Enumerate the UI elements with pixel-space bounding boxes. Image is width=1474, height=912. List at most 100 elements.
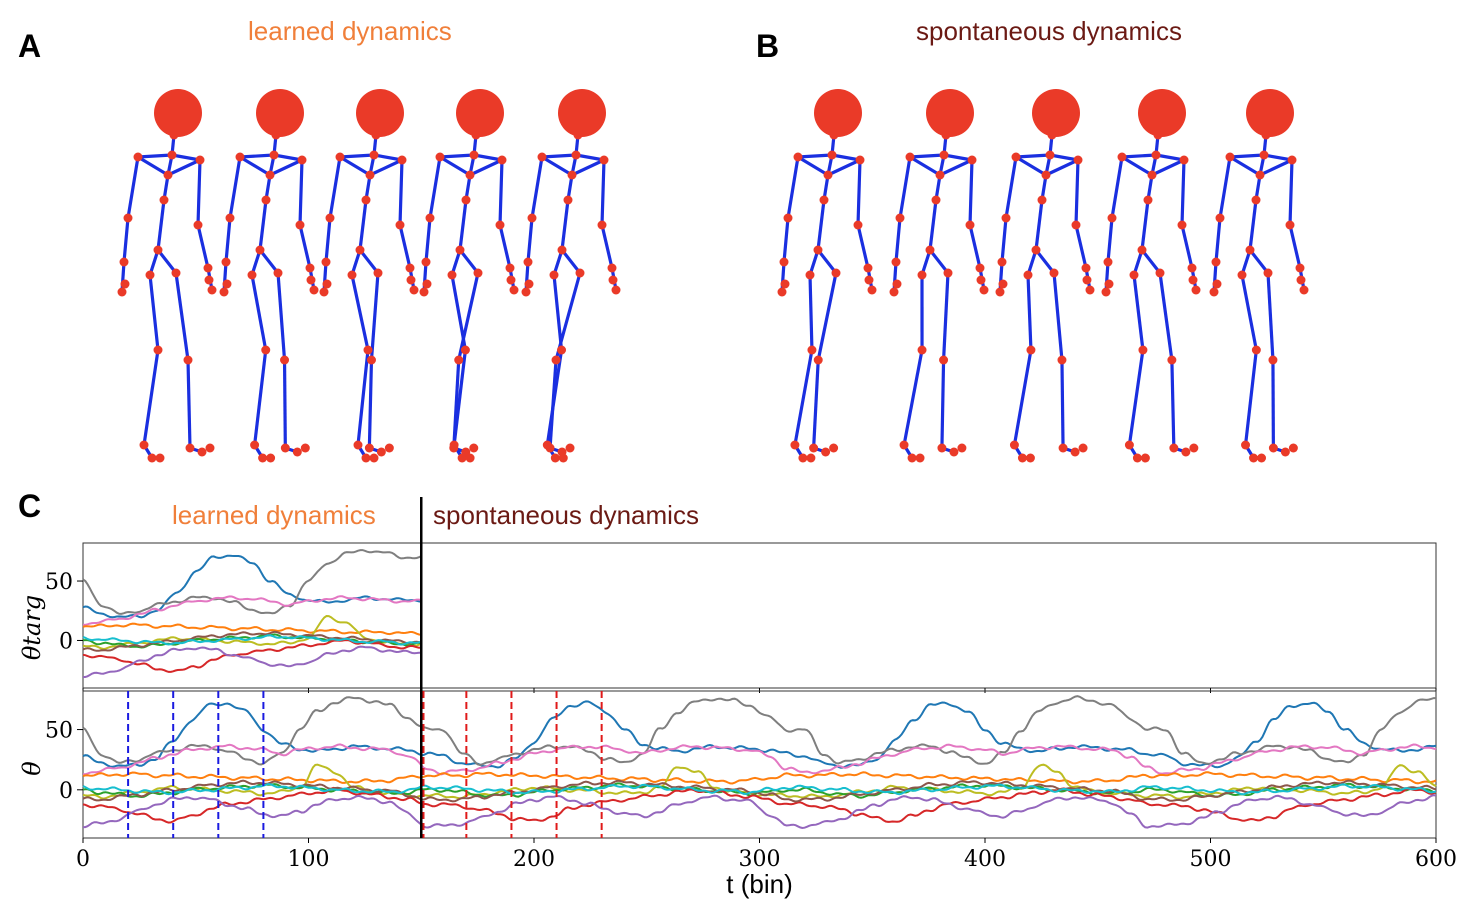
- skeleton-joint: [1280, 447, 1290, 457]
- skeleton-joint: [266, 453, 276, 463]
- skeleton-bone: [298, 224, 312, 269]
- skeleton-bone: [1158, 272, 1174, 361]
- skeleton-bone: [1266, 272, 1275, 361]
- skeleton-bone: [174, 272, 190, 361]
- skeleton-bone: [1121, 153, 1157, 159]
- skeleton-joint: [783, 213, 793, 223]
- skeleton-bone: [339, 153, 375, 159]
- y-axis-label: θtarg: [18, 595, 46, 660]
- skeleton-bone: [367, 359, 374, 449]
- skeleton-bone: [1074, 159, 1080, 226]
- skeleton-joint: [1259, 150, 1269, 160]
- skeleton-bone: [902, 349, 924, 446]
- skeleton-bone: [473, 153, 503, 162]
- skeleton-joint: [363, 345, 373, 355]
- skeleton-joint: [780, 279, 790, 289]
- skeleton-bone: [171, 153, 201, 162]
- skeleton-joint: [1245, 245, 1255, 255]
- skeleton-bone: [856, 159, 862, 226]
- skeleton-joint: [611, 285, 621, 295]
- skeleton-joint: [222, 279, 232, 289]
- skeleton-bone: [786, 156, 800, 219]
- series-line: [82, 771, 1437, 785]
- skeleton-bone: [1015, 153, 1051, 159]
- skeleton-joint: [465, 170, 475, 180]
- skeleton-joint: [163, 170, 173, 180]
- skeleton-joint: [1009, 440, 1019, 450]
- skeleton-head: [256, 89, 304, 137]
- skeleton-joint: [853, 220, 863, 230]
- skeleton-joint: [269, 150, 279, 160]
- skeleton-joint: [469, 150, 479, 160]
- skeleton-bone: [186, 359, 192, 449]
- skeleton-bone: [1110, 156, 1124, 219]
- skeleton-joint: [1011, 152, 1021, 162]
- skeleton-joint: [937, 443, 947, 453]
- y-tick-label: 50: [45, 719, 73, 744]
- skeleton-joint: [419, 287, 429, 297]
- skeleton-bone: [1026, 274, 1033, 351]
- skeleton-joint: [567, 170, 577, 180]
- skeleton-bone: [575, 153, 605, 162]
- skeleton-bone: [148, 274, 160, 351]
- skeleton-joint: [599, 155, 609, 165]
- skeleton-joint: [469, 443, 479, 453]
- skeleton-bone: [156, 249, 178, 274]
- skeleton-joint: [395, 220, 405, 230]
- skeleton-joint: [867, 285, 877, 295]
- skeleton-bone: [258, 249, 280, 274]
- skeleton-joint: [159, 195, 169, 205]
- skeleton-bone: [909, 155, 941, 177]
- skeleton-joint: [965, 220, 975, 230]
- skeleton-joint: [557, 345, 567, 355]
- skeleton-joint: [524, 279, 534, 289]
- skeleton-joint: [300, 443, 310, 453]
- skeleton-joint: [967, 155, 977, 165]
- y-tick-label: 0: [59, 779, 73, 804]
- skeleton-joint: [280, 443, 290, 453]
- skeleton-bone: [928, 199, 938, 251]
- skeleton-joint: [295, 220, 305, 230]
- skeleton-joint: [197, 447, 207, 457]
- skeleton-bone: [797, 155, 829, 177]
- skeleton-bone: [1263, 153, 1293, 162]
- skeleton-joint: [805, 270, 815, 280]
- skeleton-bone: [548, 359, 558, 449]
- skeleton-joint: [373, 268, 383, 278]
- skeleton-joint: [139, 440, 149, 450]
- skeleton-joint: [915, 453, 925, 463]
- skeleton-joint: [1017, 453, 1027, 463]
- x-tick-label: 400: [964, 847, 1006, 872]
- panel-c-title-left: learned dynamics: [172, 500, 376, 530]
- skeleton-bone: [526, 217, 534, 263]
- skeleton-joint: [123, 213, 133, 223]
- skeleton-joint: [371, 130, 381, 140]
- skeleton-bone: [457, 272, 480, 361]
- skeleton-joint: [831, 268, 841, 278]
- skeleton-joint: [171, 268, 181, 278]
- skeleton-bone: [424, 217, 432, 263]
- x-tick-label: 100: [288, 847, 330, 872]
- skeleton-joint: [306, 275, 316, 285]
- skeleton-joint: [1104, 279, 1114, 289]
- skeleton-joint: [1296, 275, 1306, 285]
- skeleton-joint: [361, 453, 371, 463]
- skeleton-figure: [1209, 89, 1309, 463]
- skeleton-joint: [1263, 268, 1273, 278]
- skeleton-joint: [1031, 245, 1041, 255]
- skeleton-joint: [219, 287, 229, 297]
- skeleton-joint: [935, 170, 945, 180]
- skeleton-joint: [422, 279, 432, 289]
- skeleton-bone: [358, 249, 380, 274]
- series-line: [82, 549, 422, 615]
- skeleton-joint: [369, 150, 379, 160]
- series-line: [82, 554, 422, 619]
- skeleton-bone: [816, 199, 826, 251]
- skeleton-figure: [889, 89, 989, 463]
- skeleton-bone: [269, 158, 303, 177]
- skeleton-joint: [506, 275, 516, 285]
- skeleton-joint: [571, 150, 581, 160]
- skeleton-joint: [369, 453, 379, 463]
